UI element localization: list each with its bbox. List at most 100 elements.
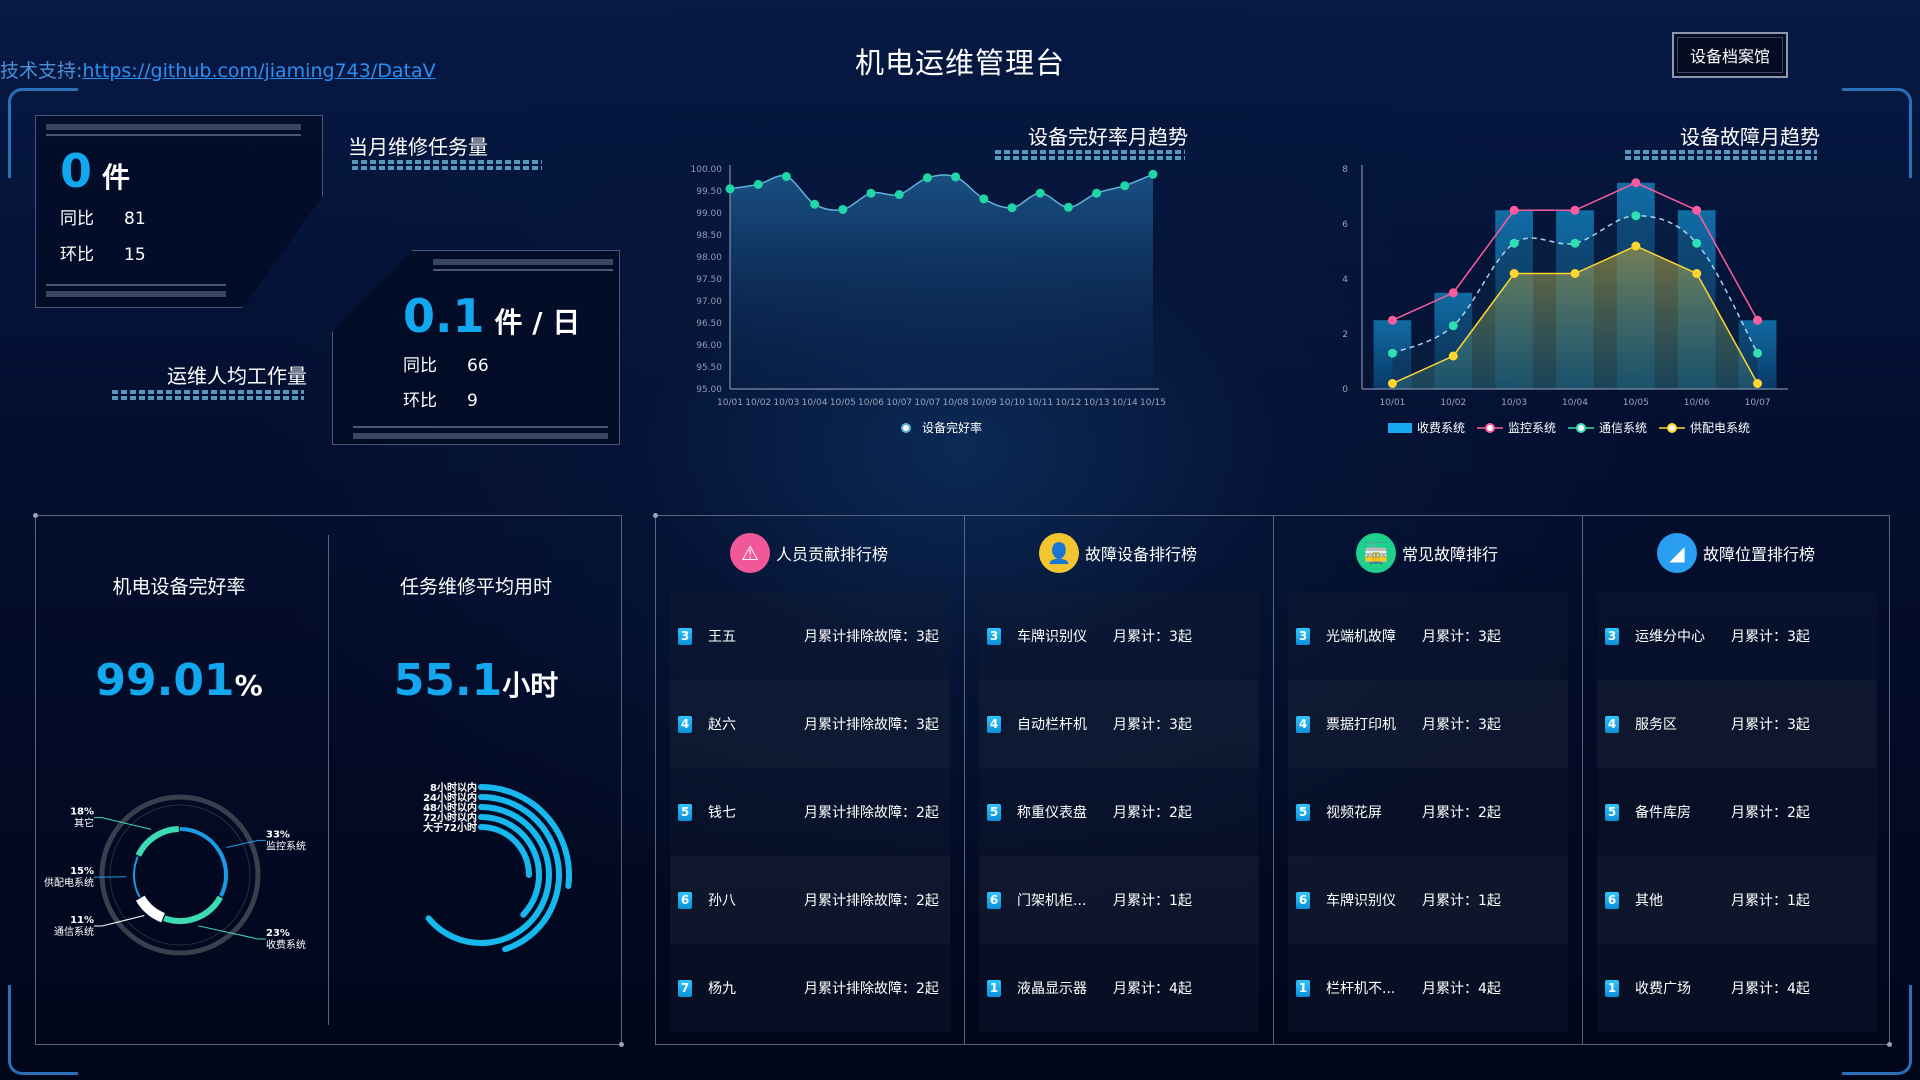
dots-decoration [112, 390, 304, 400]
data-point [1692, 205, 1702, 215]
ranking-header: ⚠ 人员贡献排行榜 [655, 533, 963, 573]
slice-name: 监控系统 [266, 839, 306, 852]
ranking-title: 人员贡献排行榜 [775, 545, 888, 564]
list-item[interactable]: 6 门架机柜... 月累计：1起 [979, 856, 1259, 944]
ranking-panel: 👤 故障设备排行榜 3 车牌识别仪 月累计：3起 4 自动栏杆机 月累计：3起 5 称重仪表盘 月累… [964, 515, 1272, 1045]
x-tick-label: 10/03 [773, 398, 799, 408]
data-point [1148, 169, 1158, 179]
slice-percent: 18% [70, 807, 94, 818]
archive-button[interactable]: 设备档案馆 [1672, 32, 1788, 78]
rank-badge: 3 [1605, 627, 1619, 645]
series-line [729, 173, 1154, 211]
dots-decoration [995, 150, 1185, 160]
list-item[interactable]: 5 备件库房 月累计：2起 [1597, 768, 1877, 856]
list-item[interactable]: 1 栏杆机不... 月累计：4起 [1288, 944, 1568, 1032]
donut-slice [163, 895, 223, 924]
data-point [725, 184, 735, 194]
list-item[interactable]: 6 其他 月累计：1起 [1597, 856, 1877, 944]
legend-marker [1667, 423, 1677, 433]
avg-time-title: 任务维修平均用时 [399, 576, 552, 598]
list-item[interactable]: 4 票据打印机 月累计：3起 [1288, 680, 1568, 768]
item-name: 杨九 [708, 981, 736, 997]
list-item[interactable]: 7 杨九 月累计排除故障：2起 [670, 944, 950, 1032]
item-name: 视频花屏 [1326, 805, 1382, 821]
radial-label: 24小时以内 [423, 791, 477, 804]
item-name: 备件库房 [1635, 805, 1691, 821]
list-item[interactable]: 6 孙八 月累计排除故障：2起 [670, 856, 950, 944]
per-person-value: 0.1 [403, 289, 485, 343]
slice-percent: 33% [266, 829, 290, 840]
legend-label: 收费系统 [1417, 421, 1465, 435]
data-point [1387, 315, 1397, 325]
y-tick-label: 99.50 [696, 187, 722, 197]
y-tick-label: 8 [1342, 165, 1348, 175]
data-point [1753, 379, 1763, 388]
outer-ring [99, 794, 261, 956]
line-chart-title: 设备完好率月趋势 [1028, 125, 1188, 149]
slice-percent: 23% [266, 928, 290, 939]
label-line [94, 817, 152, 830]
list-item[interactable]: 3 王五 月累计排除故障：3起 [670, 592, 950, 680]
label-line [94, 915, 145, 927]
radial-label: 72小时以内 [423, 811, 477, 824]
item-value: 月累计：3起 [1113, 629, 1192, 645]
radial-bar [478, 824, 532, 878]
list-item[interactable]: 5 视频花屏 月累计：2起 [1288, 768, 1568, 856]
ranking-header: 👤 故障设备排行榜 [964, 533, 1272, 573]
rank-badge: 6 [1296, 891, 1310, 909]
y-tick-label: 100.00 [691, 165, 723, 175]
donut-slice [133, 856, 141, 898]
rankings-panel [653, 513, 1892, 1047]
data-point [1063, 202, 1073, 212]
data-point [1120, 181, 1130, 191]
label-line [226, 839, 266, 848]
y-tick-label: 96.50 [696, 319, 722, 329]
data-point [1387, 348, 1397, 358]
x-tick-label: 10/07 [886, 398, 912, 408]
item-name: 赵六 [708, 717, 736, 733]
list-item[interactable]: 4 赵六 月累计排除故障：3起 [670, 680, 950, 768]
good-rate-value: 99.01 [95, 655, 235, 706]
list-item[interactable]: 1 液晶显示器 月累计：4起 [979, 944, 1259, 1032]
radial-label: 48小时以内 [423, 801, 477, 814]
rank-badge: 4 [1605, 715, 1619, 733]
item-name: 票据打印机 [1326, 717, 1396, 733]
rank-badge: 3 [678, 627, 692, 645]
radial-label: 大于72小时 [423, 821, 477, 834]
datav-link[interactable]: https://github.com/jiaming743/DataV [82, 60, 436, 82]
slice-percent: 11% [70, 915, 94, 926]
item-name: 钱七 [708, 805, 736, 821]
legend-marker [1485, 423, 1495, 433]
list-item[interactable]: 1 收费广场 月累计：4起 [1597, 944, 1877, 1032]
y-tick-label: 95.00 [696, 385, 722, 395]
item-value: 月累计：2起 [1113, 805, 1192, 821]
item-value: 月累计：3起 [1731, 717, 1810, 733]
item-value: 月累计：3起 [1731, 629, 1810, 645]
list-item[interactable]: 6 车牌识别仪 月累计：1起 [1288, 856, 1568, 944]
data-point [1753, 315, 1763, 325]
fault-trend-chart: 0 2 4 6 8 10/01 10/02 10/03 10/04 10/05 10/06 10/07… [1342, 165, 1788, 435]
warning-icon: ⚠ [729, 533, 770, 573]
monthly-task-label: 当月维修任务量 [348, 135, 488, 159]
list-item[interactable]: 3 车牌识别仪 月累计：3起 [979, 592, 1259, 680]
list-item[interactable]: 5 钱七 月累计排除故障：2起 [670, 768, 950, 856]
list-item[interactable]: 4 自动栏杆机 月累计：3起 [979, 680, 1259, 768]
item-value: 月累计：4起 [1422, 981, 1501, 997]
list-item[interactable]: 5 称重仪表盘 月累计：2起 [979, 768, 1259, 856]
legend-label: 设备完好率 [922, 420, 982, 435]
list-item[interactable]: 3 运维分中心 月累计：3起 [1597, 592, 1877, 680]
y-tick-label: 95.50 [696, 363, 722, 373]
list-item[interactable]: 3 光端机故障 月累计：3起 [1288, 592, 1568, 680]
bar-chart-title: 设备故障月趋势 [1680, 125, 1820, 149]
monthly-mom: 15 [124, 245, 146, 265]
radial-label: 8小时以内 [430, 781, 477, 794]
data-point [1509, 205, 1519, 215]
divider [1273, 515, 1274, 1045]
data-point [1753, 348, 1763, 358]
y-tick-label: 98.50 [696, 231, 722, 241]
data-point [781, 171, 791, 181]
rank-badge: 4 [1296, 715, 1310, 733]
data-point [1631, 211, 1641, 221]
data-point [1692, 269, 1702, 278]
list-item[interactable]: 4 服务区 月累计：3起 [1597, 680, 1877, 768]
